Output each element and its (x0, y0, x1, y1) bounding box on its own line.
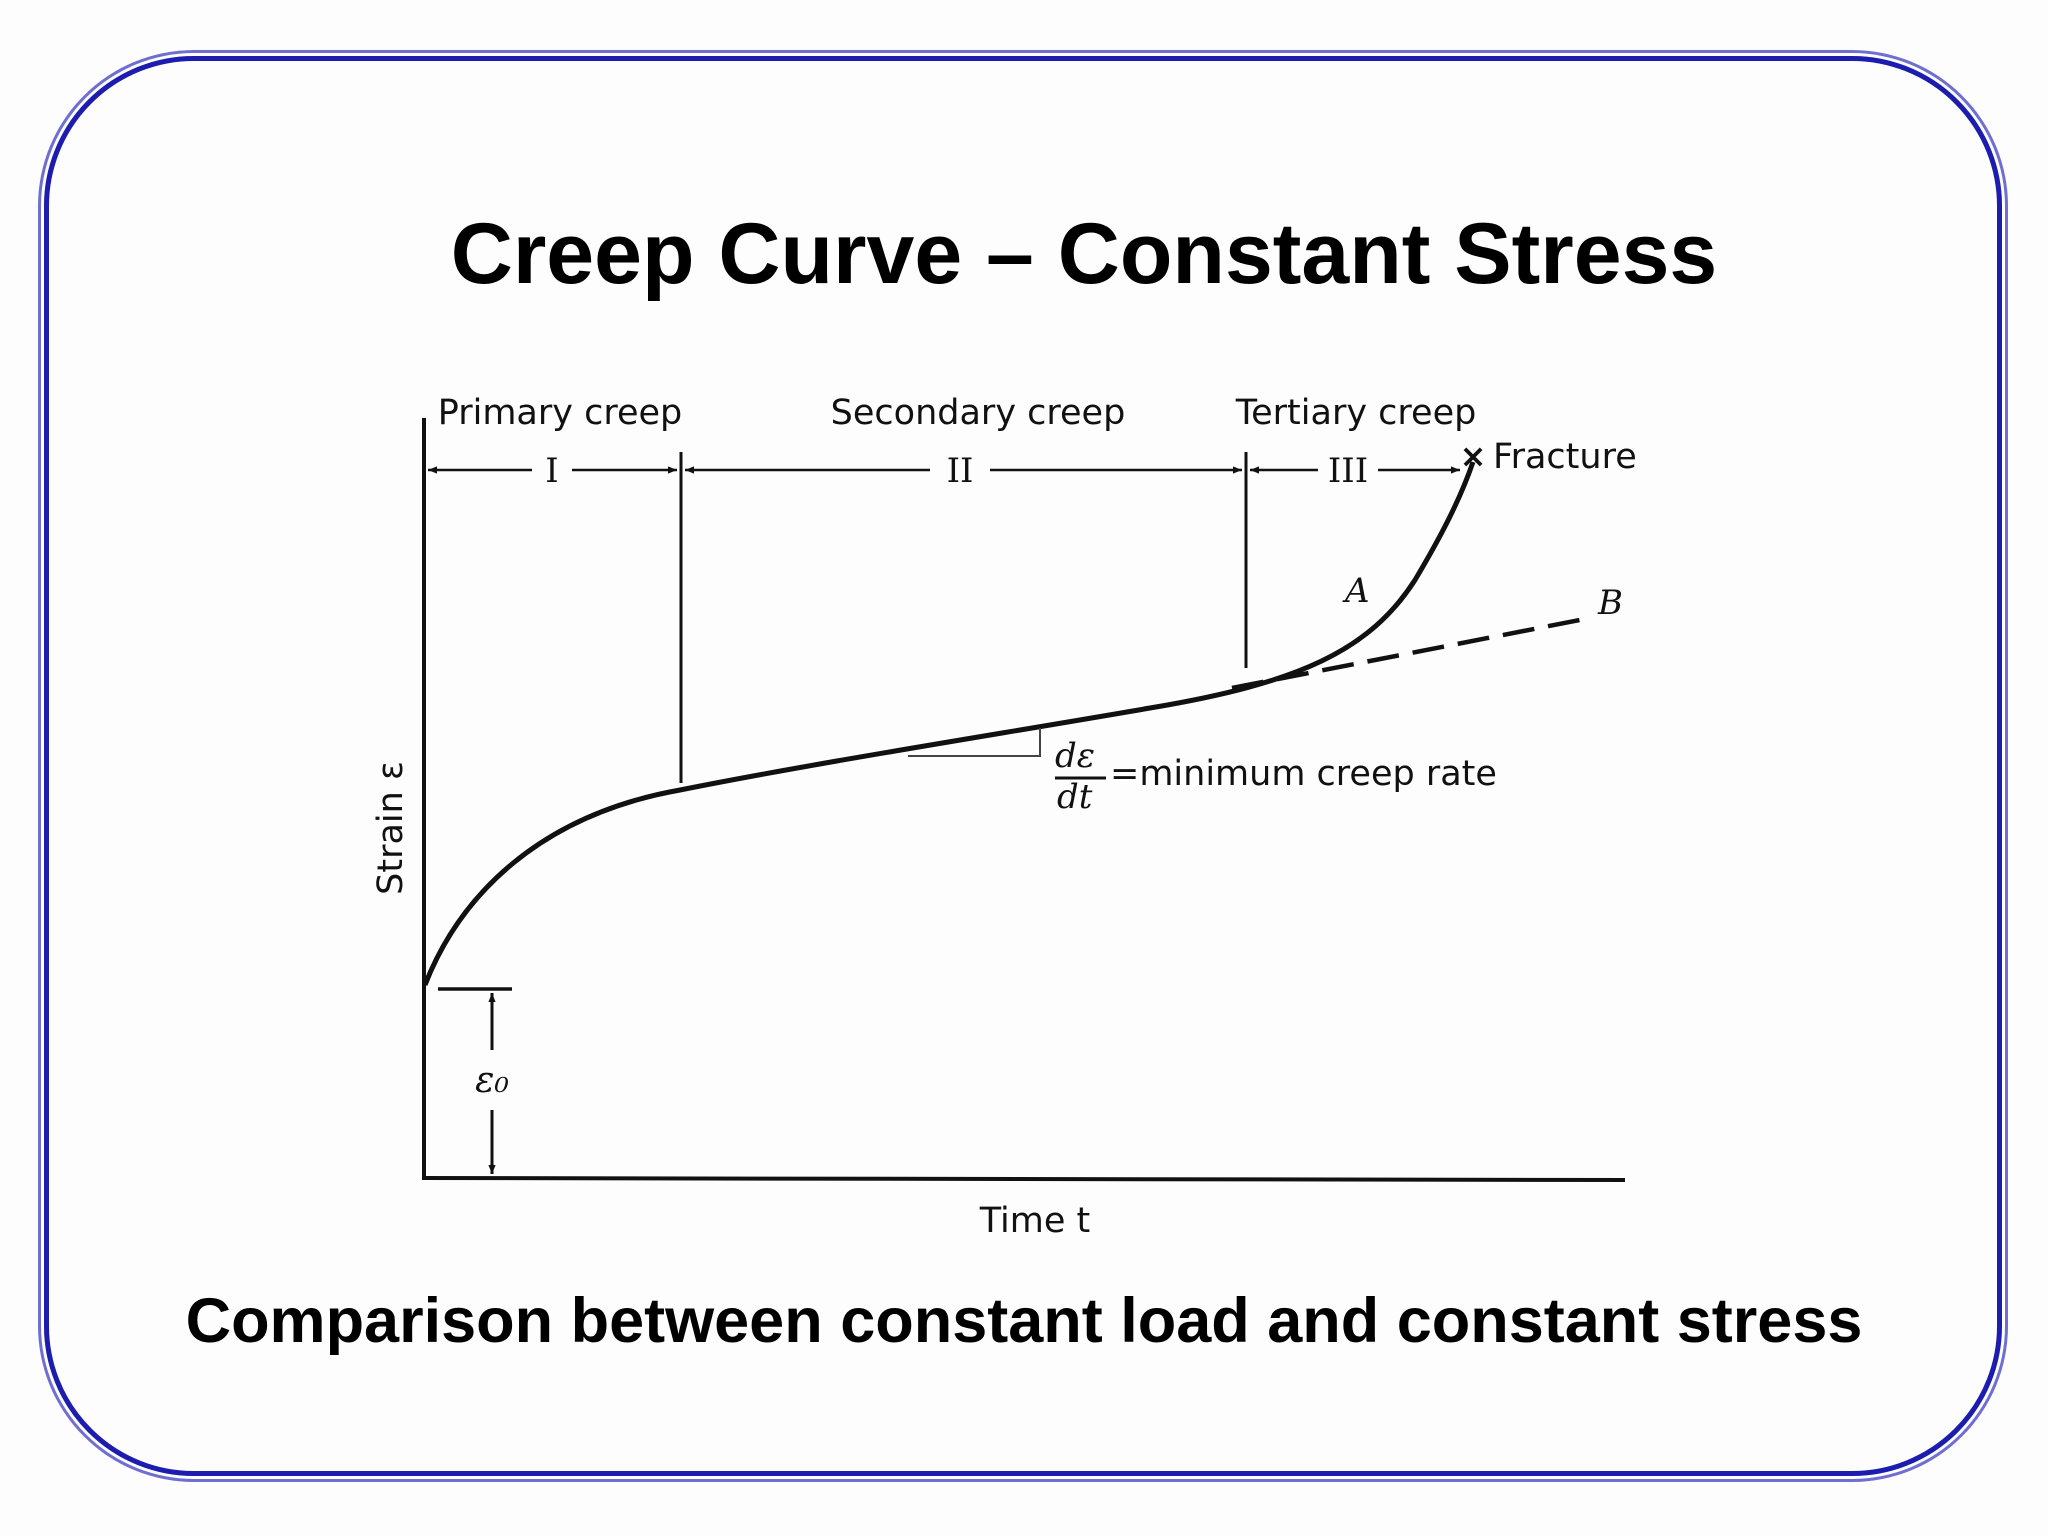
minimum-creep-rate-label: =minimum creep rate (1110, 754, 1497, 794)
fracture-label: Fracture (1493, 437, 1637, 477)
stage-ii-numeral: II (947, 451, 974, 491)
stage-iii-numeral: III (1328, 451, 1368, 491)
slope-triangle (908, 728, 1041, 757)
rate-numerator: dε (1055, 736, 1095, 776)
curve-a-label: A (1342, 571, 1370, 611)
x-axis-label: Time t (979, 1201, 1091, 1241)
creep-curve-a (422, 461, 1476, 986)
tertiary-creep-label: Tertiary creep (1235, 393, 1477, 433)
stage-i-numeral: I (545, 451, 558, 491)
initial-strain-label: ε₀ (475, 1060, 509, 1101)
slide-caption: Comparison between constant load and con… (185, 1286, 1863, 1356)
slide-frame (44, 56, 2002, 1476)
y-axis-label: Strain ε (371, 761, 411, 895)
curve-b-label: B (1597, 583, 1623, 623)
slide-title: Creep Curve – Constant Stress (450, 206, 1718, 302)
primary-creep-label: Primary creep (438, 393, 683, 433)
x-axis (421, 1176, 1626, 1182)
secondary-creep-label: Secondary creep (831, 393, 1126, 433)
rate-denominator: dt (1057, 777, 1093, 817)
curve-b-extrapolation (1231, 615, 1591, 691)
